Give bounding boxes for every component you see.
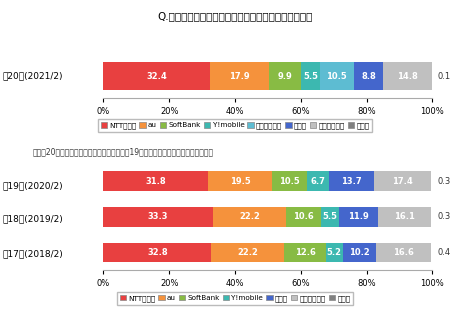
Text: 9.9: 9.9 <box>278 71 292 81</box>
Bar <box>343 243 376 262</box>
Text: 0.3: 0.3 <box>438 177 451 186</box>
Legend: NTTドコモ, au, SoftBank, Y!mobile, その他, いずれもない, 無回答: NTTドコモ, au, SoftBank, Y!mobile, その他, いずれ… <box>117 292 353 305</box>
Text: 10.5: 10.5 <box>327 71 347 81</box>
Bar <box>339 207 378 227</box>
Text: 16.6: 16.6 <box>393 248 414 257</box>
Bar <box>103 243 212 262</box>
Bar <box>326 243 343 262</box>
Text: 14.8: 14.8 <box>397 71 418 81</box>
Text: 10.2: 10.2 <box>349 248 370 257</box>
Text: 16.1: 16.1 <box>394 212 415 221</box>
Legend: NTTドコモ, au, SoftBank, Y!mobile, 楽天モバイル, その他, いずれもない, 無回答: NTTドコモ, au, SoftBank, Y!mobile, 楽天モバイル, … <box>98 119 372 132</box>
Bar <box>378 207 431 227</box>
Text: 32.8: 32.8 <box>147 248 168 257</box>
Text: 19.5: 19.5 <box>230 177 251 186</box>
Text: 6.7: 6.7 <box>310 177 325 186</box>
Text: 第18回(2019/2): 第18回(2019/2) <box>2 215 63 224</box>
Bar <box>374 171 431 191</box>
Bar <box>103 171 208 191</box>
Bar <box>286 207 321 227</box>
Bar <box>383 62 432 90</box>
Bar <box>301 62 320 90</box>
Bar <box>103 62 210 90</box>
Text: 8.8: 8.8 <box>361 71 376 81</box>
Bar <box>329 171 374 191</box>
Bar <box>269 62 301 90</box>
Bar <box>320 62 354 90</box>
Text: 第19回(2020/2): 第19回(2020/2) <box>2 181 63 190</box>
Text: 5.5: 5.5 <box>322 212 337 221</box>
Text: 0.4: 0.4 <box>438 248 450 257</box>
Text: 17.9: 17.9 <box>229 71 250 81</box>
Text: 第17回(2018/2): 第17回(2018/2) <box>2 249 63 258</box>
Text: 33.3: 33.3 <box>148 212 168 221</box>
Text: 22.2: 22.2 <box>239 212 260 221</box>
Text: 5.5: 5.5 <box>303 71 318 81</box>
Bar <box>284 243 326 262</box>
Text: 第20回(2021/2): 第20回(2021/2) <box>2 72 63 81</box>
Bar <box>376 243 431 262</box>
Text: 13.7: 13.7 <box>341 177 361 186</box>
Bar <box>307 171 329 191</box>
Text: 11.9: 11.9 <box>348 212 369 221</box>
Text: 0.3: 0.3 <box>438 212 451 221</box>
Text: Q.今後利用したいと思う携帯電話会社はどこですか？: Q.今後利用したいと思う携帯電話会社はどこですか？ <box>157 11 313 21</box>
Text: 22.2: 22.2 <box>237 248 258 257</box>
Text: 10.5: 10.5 <box>279 177 300 186</box>
Text: 17.4: 17.4 <box>392 177 413 186</box>
Bar <box>103 207 213 227</box>
Bar <box>213 207 286 227</box>
Text: 0.1: 0.1 <box>438 71 450 81</box>
Bar <box>272 171 307 191</box>
Bar <box>354 62 383 90</box>
Text: 12.6: 12.6 <box>295 248 315 257</box>
Text: 32.4: 32.4 <box>146 71 167 81</box>
Bar <box>208 171 272 191</box>
Bar <box>212 243 284 262</box>
Text: 注）第20回から「楽天モバイル」を追加。第19回以前は参考値として下記に掲載。: 注）第20回から「楽天モバイル」を追加。第19回以前は参考値として下記に掲載。 <box>33 148 214 157</box>
Text: 31.8: 31.8 <box>145 177 166 186</box>
Text: 10.6: 10.6 <box>293 212 314 221</box>
Bar <box>210 62 269 90</box>
Bar <box>321 207 339 227</box>
Text: 5.2: 5.2 <box>327 248 342 257</box>
